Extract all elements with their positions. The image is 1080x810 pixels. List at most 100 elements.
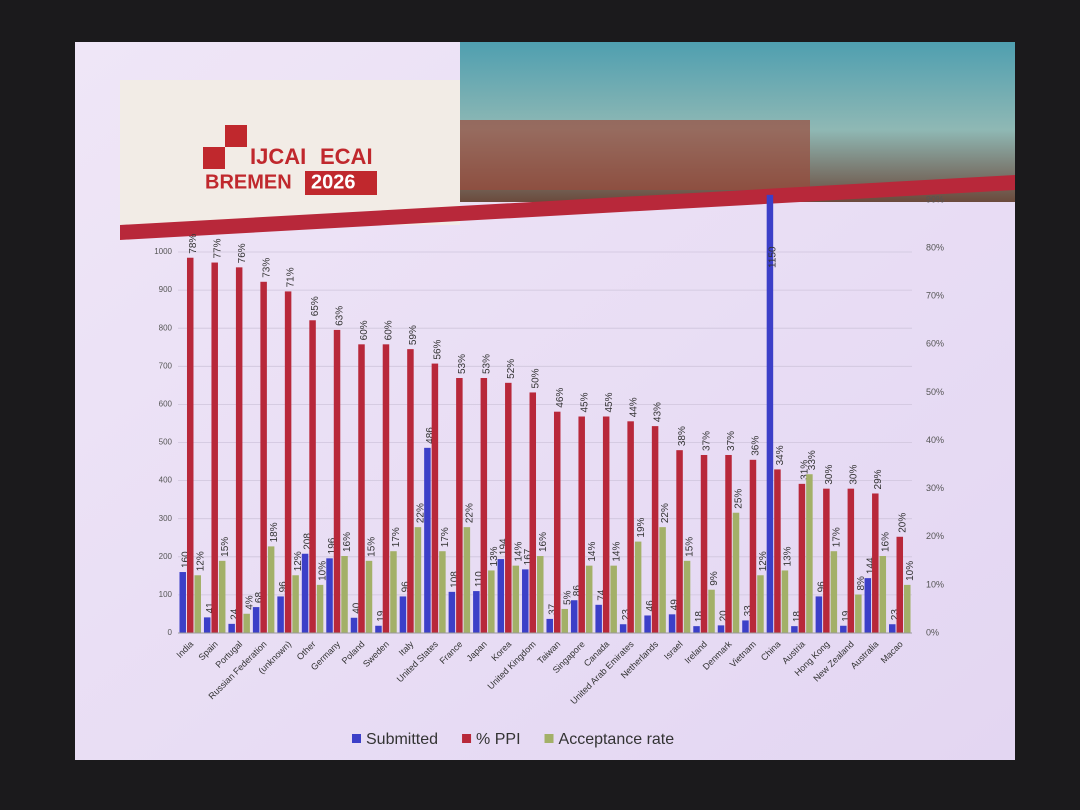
bar xyxy=(186,257,194,633)
bar xyxy=(668,614,676,633)
bar xyxy=(333,329,341,633)
bar xyxy=(708,589,715,633)
data-label: 76% xyxy=(237,243,248,263)
bar xyxy=(749,459,757,633)
bar xyxy=(218,560,226,633)
bar xyxy=(537,556,544,633)
data-label: 38% xyxy=(677,426,688,446)
data-label: 12% xyxy=(758,551,769,571)
bar xyxy=(561,608,568,633)
data-label: 14% xyxy=(587,542,598,562)
y-tick-label: 1000 xyxy=(154,247,172,256)
legend-label: Submitted xyxy=(366,731,438,748)
bar xyxy=(578,416,585,633)
bar xyxy=(823,488,830,633)
bar xyxy=(292,575,299,633)
data-label: 36% xyxy=(751,436,762,456)
legend-swatch xyxy=(352,734,361,743)
y2-tick-label: 50% xyxy=(926,387,944,397)
bar xyxy=(781,570,789,633)
data-label: 60% xyxy=(384,320,395,340)
bar xyxy=(497,559,505,633)
bar xyxy=(683,560,691,633)
data-label: 23 xyxy=(890,609,901,621)
data-label: 78% xyxy=(188,234,199,254)
bar xyxy=(194,575,201,633)
y-tick-label: 300 xyxy=(159,514,173,523)
bar xyxy=(798,483,806,633)
bar xyxy=(431,363,439,633)
bar xyxy=(529,392,537,633)
bar xyxy=(651,426,659,633)
data-label: 49 xyxy=(670,599,681,611)
bar xyxy=(864,578,872,633)
bar xyxy=(316,584,324,633)
data-label: 37 xyxy=(547,603,558,615)
data-label: 20% xyxy=(897,513,908,533)
data-label: 486 xyxy=(425,427,436,444)
bar xyxy=(757,575,764,633)
bar xyxy=(815,596,823,633)
data-label: 17% xyxy=(832,527,843,547)
y2-tick-label: 40% xyxy=(926,435,944,445)
bar xyxy=(676,450,683,633)
bar xyxy=(399,596,407,633)
photo-buildings xyxy=(460,120,810,190)
bar xyxy=(473,591,480,633)
logo-text: BREMEN xyxy=(205,171,292,193)
data-label: 9% xyxy=(709,571,720,586)
logo-box xyxy=(305,171,377,195)
data-label: 108 xyxy=(450,571,461,588)
logo-panel xyxy=(120,80,460,225)
bar xyxy=(904,584,911,633)
data-label: 18 xyxy=(694,611,705,623)
bar xyxy=(847,488,855,633)
bar xyxy=(644,615,651,633)
data-label: 34% xyxy=(775,445,786,465)
bar xyxy=(407,349,414,633)
y-tick-label: 100 xyxy=(159,590,173,599)
y2-tick-label: 10% xyxy=(926,579,944,589)
bar xyxy=(619,624,627,633)
data-label: 22% xyxy=(416,503,427,523)
logo-square xyxy=(203,147,225,169)
data-label: 16% xyxy=(342,532,353,552)
bar xyxy=(659,527,666,633)
data-label: 14% xyxy=(513,542,524,562)
data-label: 46% xyxy=(555,388,566,408)
data-label: 40 xyxy=(352,602,363,614)
data-label: 20 xyxy=(719,610,730,622)
bar xyxy=(766,194,774,633)
data-label: 22% xyxy=(660,503,671,523)
bar xyxy=(341,556,348,633)
bar xyxy=(463,527,471,633)
bar xyxy=(382,344,390,633)
data-label: 17% xyxy=(391,527,402,547)
data-label: 50% xyxy=(530,368,541,388)
data-label: 86 xyxy=(572,585,583,597)
y-tick-label: 800 xyxy=(159,323,173,332)
data-label: 12% xyxy=(293,551,304,571)
legend-label: Acceptance rate xyxy=(559,731,675,748)
bar xyxy=(480,378,488,633)
bar xyxy=(774,469,781,633)
data-label: 10% xyxy=(318,561,329,581)
bar xyxy=(488,570,495,633)
bar xyxy=(358,344,365,633)
y-tick-label: 600 xyxy=(159,400,173,409)
data-label: 25% xyxy=(734,489,745,509)
data-label: 30% xyxy=(848,465,859,485)
data-label: 53% xyxy=(481,354,492,374)
y2-tick-label: 0% xyxy=(926,627,939,637)
data-label: 71% xyxy=(286,267,297,287)
data-label: 29% xyxy=(873,469,884,489)
data-label: 45% xyxy=(579,392,590,412)
y-tick-label: 700 xyxy=(159,361,173,370)
bar xyxy=(717,625,725,633)
bar xyxy=(546,618,553,633)
bar xyxy=(390,551,397,633)
bar xyxy=(456,378,463,633)
data-label: 167 xyxy=(523,548,534,565)
data-label: 17% xyxy=(440,527,451,547)
